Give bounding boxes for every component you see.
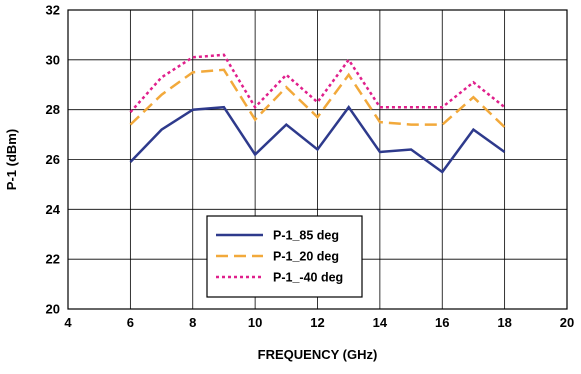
legend-label: P-1_-40 deg <box>273 271 343 285</box>
legend: P-1_85 deg P-1_20 deg P-1_-40 deg <box>206 215 363 298</box>
x-tick-label: 20 <box>560 315 574 330</box>
y-tick-label: 30 <box>46 52 60 67</box>
series-layer <box>129 53 506 174</box>
x-tick-label: 4 <box>64 315 72 330</box>
x-tick-label: 18 <box>497 315 511 330</box>
y-tick-label: 24 <box>46 202 61 217</box>
legend-box <box>206 215 363 298</box>
x-tick-label: 14 <box>373 315 388 330</box>
series-line <box>129 68 506 129</box>
plot-frame <box>67 9 568 310</box>
y-tick-label: 20 <box>46 302 60 317</box>
tick-labels: 4 6 8 10 12 14 16 18 20 20 22 24 26 28 30 32 <box>46 3 575 331</box>
legend-label: P-1_20 deg <box>273 250 339 264</box>
y-tick-label: 22 <box>46 252 60 267</box>
x-axis-title: FREQUENCY (GHz) <box>258 347 378 362</box>
y-tick-label: 26 <box>46 152 60 167</box>
series-line <box>129 53 506 114</box>
x-tick-label: 16 <box>435 315 449 330</box>
y-axis-title: P-1 (dBm) <box>4 129 19 190</box>
x-tick-label: 8 <box>189 315 196 330</box>
legend-label: P-1_85 deg <box>273 229 339 243</box>
y-tick-label: 32 <box>46 3 60 18</box>
x-tick-label: 6 <box>127 315 134 330</box>
x-tick-label: 12 <box>310 315 324 330</box>
series-line <box>129 105 506 174</box>
y-tick-label: 28 <box>46 102 60 117</box>
x-tick-label: 10 <box>248 315 262 330</box>
